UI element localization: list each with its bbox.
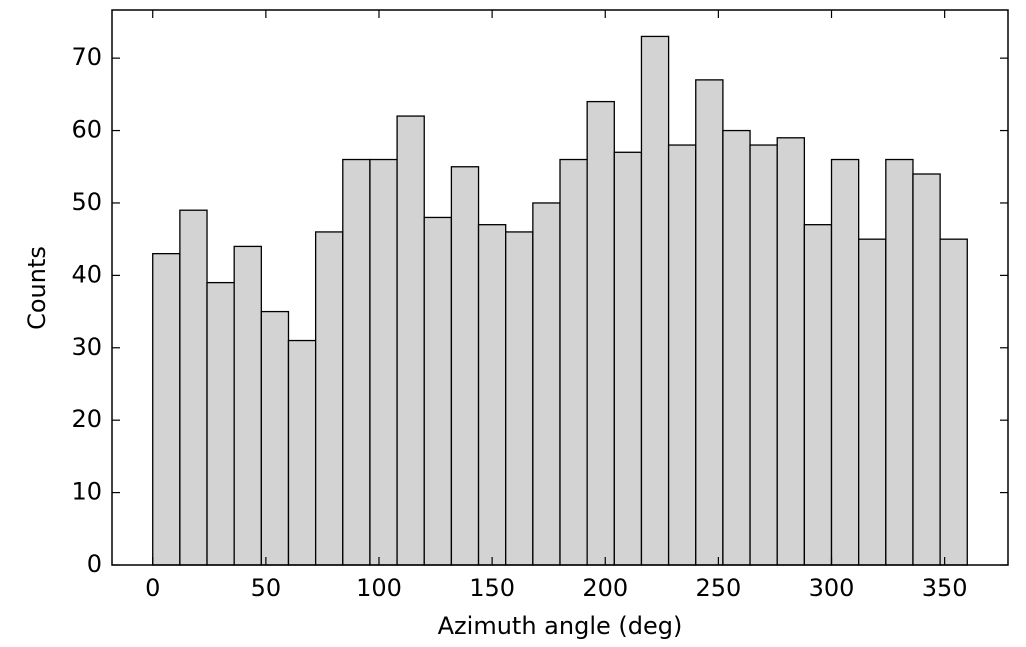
bar — [505, 231, 534, 566]
bar — [477, 224, 507, 566]
x-tick-label: 50 — [251, 574, 282, 602]
y-tick-label: 40 — [71, 260, 102, 288]
y-tick-label: 0 — [87, 550, 102, 578]
bar — [885, 158, 914, 566]
bar — [532, 202, 561, 566]
bar — [233, 245, 262, 566]
x-tick-label: 250 — [695, 574, 741, 602]
y-tick-label: 60 — [71, 116, 102, 144]
y-axis-label: Counts — [23, 246, 51, 330]
y-tick-label: 10 — [71, 478, 102, 506]
x-tick-label: 200 — [582, 574, 628, 602]
bar — [450, 166, 480, 566]
bar — [206, 281, 235, 566]
bar — [423, 216, 453, 566]
bar — [640, 35, 670, 566]
bar — [912, 173, 941, 566]
bar — [179, 209, 208, 566]
bar — [667, 144, 697, 566]
x-tick-label: 350 — [922, 574, 968, 602]
bar — [939, 238, 968, 566]
bar — [749, 144, 778, 566]
bar — [260, 310, 290, 566]
plot-frame — [111, 9, 1009, 566]
y-tick-label: 30 — [71, 333, 102, 361]
bar — [369, 158, 398, 566]
bar — [314, 231, 344, 566]
bar — [586, 100, 615, 566]
bar — [858, 238, 887, 566]
bar — [152, 252, 181, 566]
bar — [559, 158, 588, 566]
x-axis-label: Azimuth angle (deg) — [438, 612, 683, 640]
y-tick-label: 20 — [71, 405, 102, 433]
x-tick-label: 150 — [469, 574, 515, 602]
x-tick-label: 0 — [145, 574, 160, 602]
bar — [342, 158, 371, 566]
bar — [396, 115, 425, 566]
bar — [695, 79, 724, 566]
bar — [613, 151, 643, 566]
y-tick-label: 50 — [71, 188, 102, 216]
bar — [776, 137, 806, 566]
x-tick-label: 300 — [809, 574, 855, 602]
bar — [803, 224, 833, 566]
bar — [722, 129, 751, 566]
bar — [287, 339, 317, 566]
x-tick-label: 100 — [356, 574, 402, 602]
bar — [830, 158, 860, 566]
y-tick-label: 70 — [71, 43, 102, 71]
